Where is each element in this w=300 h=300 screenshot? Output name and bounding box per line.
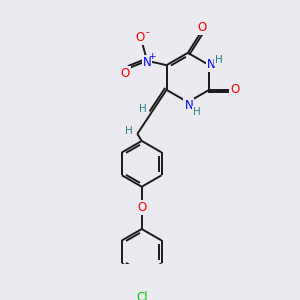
Text: O: O (121, 67, 130, 80)
Text: O: O (136, 32, 145, 44)
Text: H: H (193, 107, 201, 117)
Text: -: - (145, 28, 149, 38)
Text: H: H (124, 126, 132, 136)
Text: +: + (148, 52, 155, 61)
Text: Cl: Cl (136, 291, 148, 300)
Text: H: H (139, 104, 147, 114)
Text: N: N (207, 58, 215, 71)
Text: H: H (215, 55, 223, 65)
Text: N: N (143, 56, 152, 69)
Text: O: O (137, 201, 146, 214)
Text: N: N (184, 99, 193, 112)
Text: O: O (197, 21, 207, 34)
Text: O: O (230, 83, 239, 96)
